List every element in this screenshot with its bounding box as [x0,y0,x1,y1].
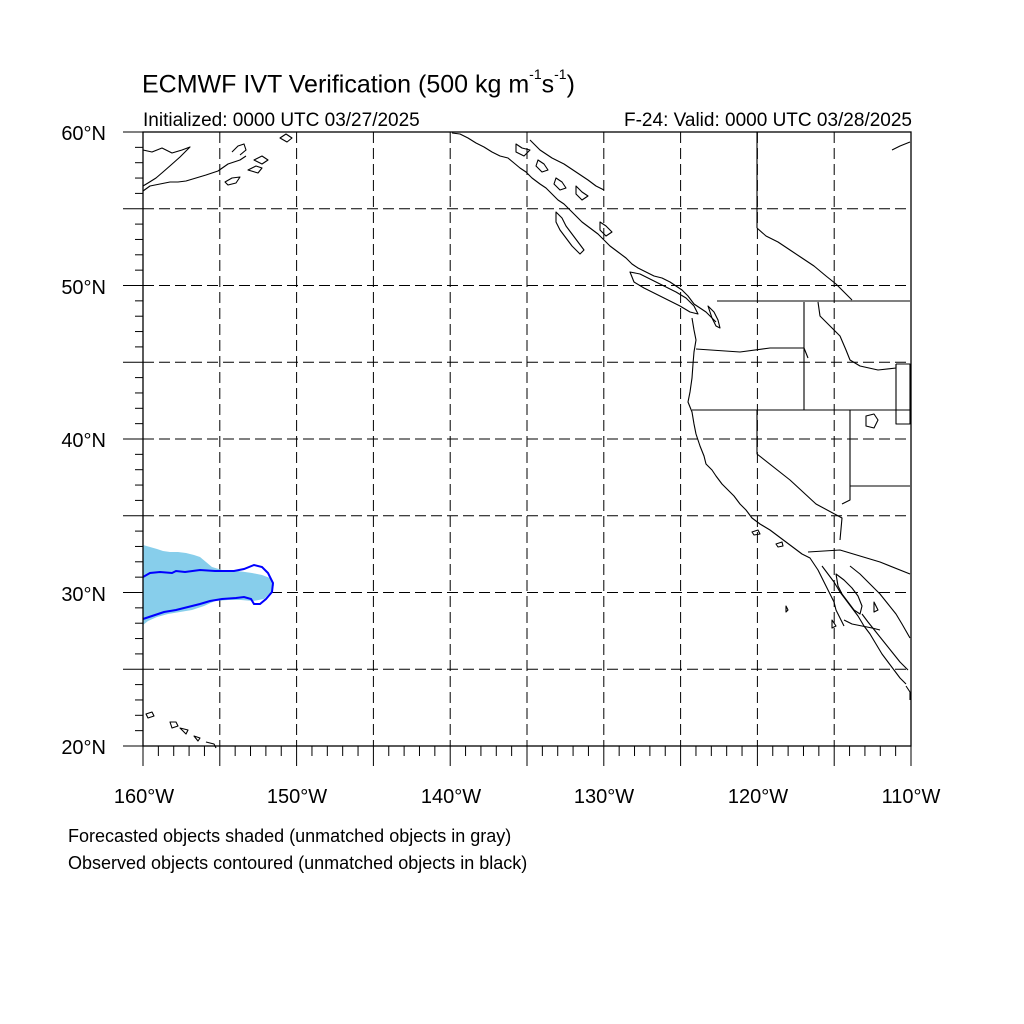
map-title: ECMWF IVT Verification (500 kg m-1s-1) [142,66,575,99]
axis-ticks [123,131,912,766]
legend-note-forecast: Forecasted objects shaded (unmatched obj… [68,826,512,846]
coastlines [142,132,911,749]
initialized-time: Initialized: 0000 UTC 03/27/2025 [143,110,420,131]
lat-label-40n: 40°N [61,430,106,452]
forecast-object-shading [143,545,274,625]
lat-label-20n: 20°N [61,737,106,759]
observed-object-contour [142,563,275,620]
lat-label-30n: 30°N [61,584,106,606]
lon-label-130w: 130°W [573,786,635,808]
lat-label-50n: 50°N [61,277,106,299]
valid-time: F-24: Valid: 0000 UTC 03/28/2025 [624,110,912,131]
lon-label-110w: 110°W [881,786,941,808]
legend-note-observed: Observed objects contoured (unmatched ob… [68,853,528,873]
lon-label-140w: 140°W [420,786,482,808]
gridlines [143,132,911,746]
lat-label-60n: 60°N [61,123,106,145]
lon-label-120w: 120°W [727,786,789,808]
lon-label-160w: 160°W [113,786,175,808]
lon-label-150w: 150°W [266,786,328,808]
map-frame [142,131,912,747]
